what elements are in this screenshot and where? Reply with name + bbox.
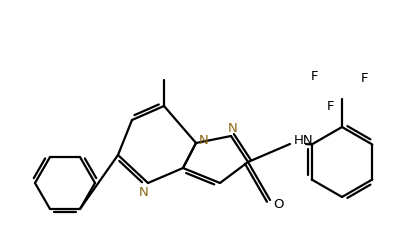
Text: F: F: [310, 71, 318, 83]
Text: O: O: [273, 198, 283, 210]
Text: N: N: [199, 135, 209, 147]
Text: F: F: [360, 73, 368, 85]
Text: HN: HN: [294, 134, 314, 146]
Text: N: N: [228, 121, 238, 135]
Text: N: N: [139, 186, 149, 200]
Text: F: F: [326, 101, 334, 113]
